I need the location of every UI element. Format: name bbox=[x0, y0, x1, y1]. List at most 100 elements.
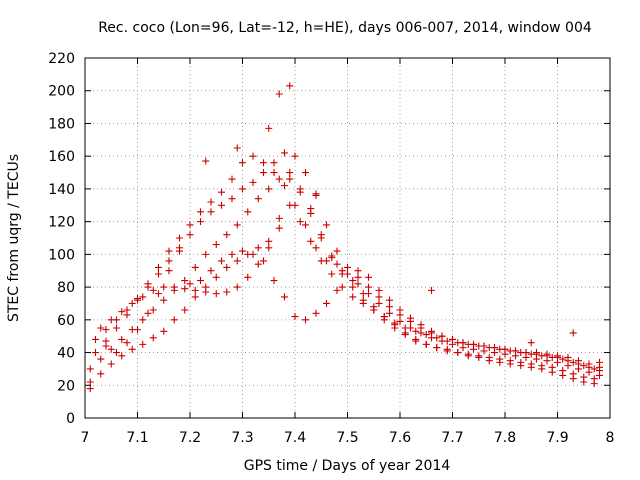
data-point bbox=[559, 367, 567, 375]
data-point bbox=[480, 342, 488, 350]
data-point bbox=[344, 270, 351, 278]
data-point bbox=[249, 178, 257, 186]
data-point bbox=[354, 280, 362, 288]
data-point bbox=[265, 237, 273, 245]
data-point bbox=[333, 286, 341, 294]
data-point bbox=[207, 198, 215, 206]
y-tick-label: 0 bbox=[66, 411, 75, 427]
data-point bbox=[191, 263, 199, 271]
data-point bbox=[333, 260, 341, 268]
data-point bbox=[102, 342, 110, 350]
x-tick-label: 7.9 bbox=[546, 430, 568, 446]
data-point bbox=[128, 345, 136, 353]
data-point bbox=[281, 182, 288, 190]
data-point bbox=[275, 214, 283, 222]
data-point bbox=[92, 335, 99, 343]
data-point bbox=[270, 169, 278, 177]
data-point bbox=[144, 283, 152, 291]
data-point bbox=[359, 299, 367, 307]
data-point bbox=[496, 355, 504, 363]
data-point bbox=[354, 267, 362, 275]
data-point bbox=[275, 224, 283, 232]
x-tick-label: 7.4 bbox=[284, 430, 306, 446]
data-point bbox=[491, 344, 498, 352]
data-point bbox=[249, 250, 257, 258]
data-point bbox=[170, 283, 178, 291]
data-point bbox=[349, 277, 357, 285]
data-point bbox=[449, 335, 456, 343]
x-tick-label: 7.5 bbox=[336, 430, 358, 446]
data-point bbox=[239, 159, 246, 167]
data-point bbox=[165, 267, 173, 275]
data-point bbox=[191, 286, 199, 294]
data-point bbox=[223, 263, 231, 271]
data-point bbox=[228, 175, 236, 183]
axis-ticks bbox=[84, 57, 611, 419]
data-point bbox=[275, 175, 283, 183]
y-tick-label: 20 bbox=[57, 378, 75, 394]
data-point bbox=[365, 273, 372, 281]
data-point bbox=[181, 306, 189, 314]
data-point bbox=[244, 273, 252, 281]
data-point bbox=[191, 293, 199, 301]
data-point bbox=[128, 299, 136, 307]
y-tick-label: 220 bbox=[48, 51, 75, 67]
data-point bbox=[328, 270, 336, 278]
data-point bbox=[86, 365, 94, 373]
data-point bbox=[569, 329, 577, 337]
data-point bbox=[218, 201, 225, 209]
y-tick-label: 140 bbox=[48, 182, 75, 198]
x-tick-label: 7 bbox=[81, 430, 90, 446]
y-tick-labels: 0 20 40 60 80 100 120 140 160 180 200 220 bbox=[48, 51, 75, 427]
x-tick-label: 7.7 bbox=[441, 430, 463, 446]
data-point bbox=[380, 313, 388, 321]
data-point bbox=[438, 332, 446, 340]
data-point bbox=[92, 349, 99, 357]
data-point bbox=[554, 352, 561, 360]
data-point bbox=[144, 309, 152, 317]
data-point bbox=[265, 124, 273, 132]
data-point bbox=[291, 313, 299, 321]
data-point bbox=[107, 345, 115, 353]
data-point bbox=[155, 263, 162, 271]
data-point bbox=[428, 327, 435, 335]
data-point bbox=[296, 218, 304, 226]
data-point bbox=[501, 345, 509, 353]
data-point bbox=[228, 250, 236, 258]
data-point bbox=[186, 231, 194, 239]
data-point bbox=[470, 340, 477, 348]
y-tick-label: 200 bbox=[48, 84, 75, 100]
data-point bbox=[86, 378, 94, 386]
data-point bbox=[590, 365, 598, 373]
data-point bbox=[312, 309, 320, 317]
data-point bbox=[370, 306, 378, 314]
data-point bbox=[197, 208, 204, 216]
data-point bbox=[202, 157, 210, 165]
data-point bbox=[181, 277, 189, 285]
data-point bbox=[569, 358, 577, 366]
data-point bbox=[296, 188, 304, 196]
data-point bbox=[517, 358, 525, 366]
data-point bbox=[527, 339, 535, 347]
data-point bbox=[97, 324, 105, 332]
data-point bbox=[139, 340, 147, 348]
data-point bbox=[149, 334, 157, 342]
data-point bbox=[170, 316, 178, 324]
data-point bbox=[270, 159, 278, 167]
data-point bbox=[155, 290, 162, 298]
data-point bbox=[575, 357, 582, 365]
data-point bbox=[291, 152, 299, 160]
data-point bbox=[407, 314, 414, 322]
data-point bbox=[97, 355, 105, 363]
data-point bbox=[559, 355, 567, 363]
data-point bbox=[218, 188, 225, 196]
data-point bbox=[328, 254, 336, 262]
data-point bbox=[349, 293, 357, 301]
data-point bbox=[118, 308, 126, 316]
data-point bbox=[522, 349, 530, 357]
y-tick-label: 160 bbox=[48, 149, 75, 165]
data-point bbox=[102, 326, 110, 334]
data-point bbox=[233, 283, 241, 291]
data-point bbox=[580, 362, 588, 370]
x-tick-label: 7.2 bbox=[179, 430, 201, 446]
